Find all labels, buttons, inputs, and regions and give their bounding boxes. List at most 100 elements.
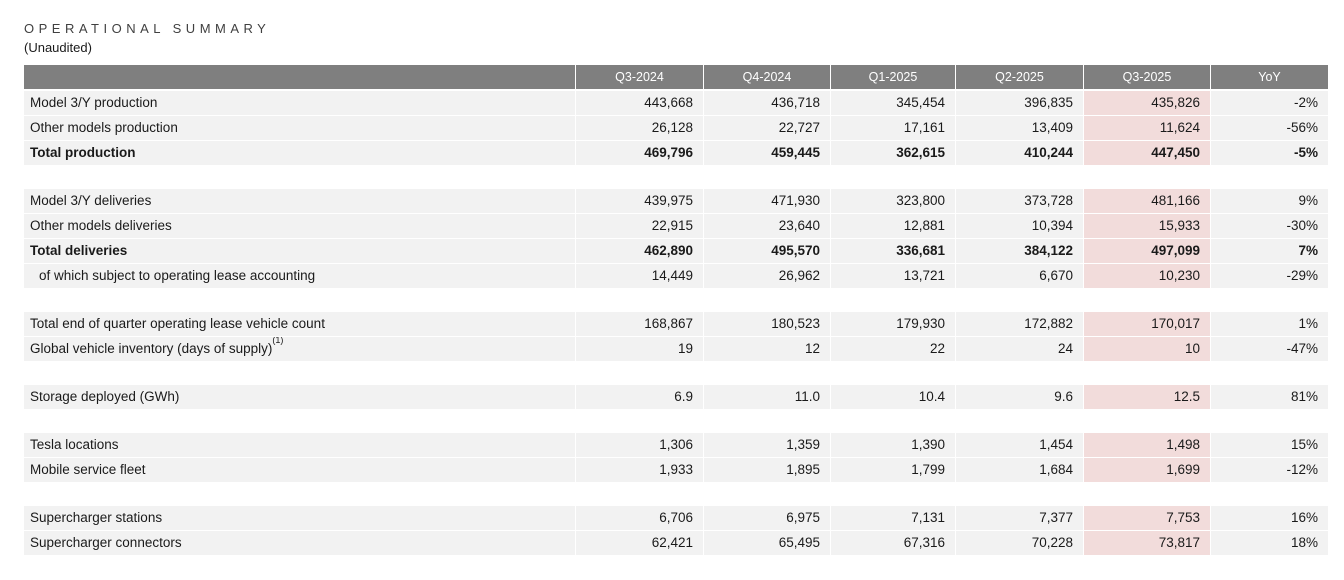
header-cell-yoy: YoY: [1211, 65, 1328, 89]
page-title: OPERATIONAL SUMMARY: [24, 21, 271, 36]
table-row: Supercharger connectors 62,421 65,495 67,31…: [24, 531, 1330, 555]
table-row: Mobile service fleet 1,933 1,895 1,799 1,684…: [24, 458, 1330, 482]
cell-value-q2-2025: 7,377: [956, 506, 1083, 530]
row-label: Total deliveries: [24, 239, 575, 263]
table-row: Other models deliveries 22,915 23,640 12,88…: [24, 214, 1330, 238]
cell-value-q4-2024: 1,895: [704, 458, 830, 482]
cell-yoy: -56%: [1211, 116, 1328, 140]
cell-value-q3-2025: 1,498: [1084, 433, 1210, 457]
cell-value-q3-2025: 447,450: [1084, 141, 1210, 165]
row-label: Total production: [24, 141, 575, 165]
cell-value-q3-2024: 439,975: [576, 189, 703, 213]
header-spacer-cell: [24, 65, 575, 89]
cell-value-q3-2025: 481,166: [1084, 189, 1210, 213]
header-cell-q3-2024: Q3-2024: [576, 65, 703, 89]
header-cell-q3-2025: Q3-2025: [1084, 65, 1210, 89]
cell-value-q3-2025: 15,933: [1084, 214, 1210, 238]
row-label: Tesla locations: [24, 433, 575, 457]
cell-yoy: -30%: [1211, 214, 1328, 238]
row-label: Supercharger connectors: [24, 531, 575, 555]
table-header-row: Q3-2024 Q4-2024 Q1-2025 Q2-2025 Q3-2025 YoY: [24, 65, 1330, 89]
cell-value-q3-2024: 62,421: [576, 531, 703, 555]
cell-value-q3-2024: 168,867: [576, 312, 703, 336]
cell-value-q2-2025: 373,728: [956, 189, 1083, 213]
cell-value-q4-2024: 11.0: [704, 385, 830, 409]
cell-value-q1-2025: 10.4: [831, 385, 955, 409]
cell-value-q2-2025: 172,882: [956, 312, 1083, 336]
cell-value-q1-2025: 12,881: [831, 214, 955, 238]
table-row: Total end of quarter operating lease veh…: [24, 312, 1330, 336]
cell-value-q3-2025: 1,699: [1084, 458, 1210, 482]
cell-yoy: 81%: [1211, 385, 1328, 409]
cell-value-q1-2025: 345,454: [831, 91, 955, 115]
cell-value-q3-2025: 11,624: [1084, 116, 1210, 140]
cell-yoy: -47%: [1211, 337, 1328, 361]
cell-value-q3-2025: 10,230: [1084, 264, 1210, 288]
cell-value-q3-2025: 435,826: [1084, 91, 1210, 115]
cell-value-q4-2024: 22,727: [704, 116, 830, 140]
cell-value-q3-2024: 14,449: [576, 264, 703, 288]
cell-value-q1-2025: 7,131: [831, 506, 955, 530]
cell-value-q3-2025: 12.5: [1084, 385, 1210, 409]
header-cell-q2-2025: Q2-2025: [956, 65, 1083, 89]
cell-yoy: 1%: [1211, 312, 1328, 336]
cell-value-q2-2025: 6,670: [956, 264, 1083, 288]
row-label: of which subject to operating lease acco…: [24, 264, 575, 288]
cell-value-q3-2024: 1,306: [576, 433, 703, 457]
cell-value-q4-2024: 12: [704, 337, 830, 361]
cell-value-q2-2025: 10,394: [956, 214, 1083, 238]
operational-summary-table: Q3-2024 Q4-2024 Q1-2025 Q2-2025 Q3-2025 YoY M…: [24, 65, 1330, 555]
table-row: Total deliveries 462,890 495,570 336,681 384…: [24, 239, 1330, 263]
cell-value-q4-2024: 1,359: [704, 433, 830, 457]
cell-value-q1-2025: 336,681: [831, 239, 955, 263]
table-section: Total end of quarter operating lease veh…: [24, 312, 1330, 361]
row-label: Global vehicle inventory (days of supply…: [24, 337, 575, 361]
cell-value-q2-2025: 24: [956, 337, 1083, 361]
table-section: Storage deployed (GWh) 6.9 11.0 10.4 9.6 12.5…: [24, 385, 1330, 409]
cell-value-q2-2025: 70,228: [956, 531, 1083, 555]
table-row: Total production 469,796 459,445 362,615 410…: [24, 141, 1330, 165]
cell-value-q3-2024: 462,890: [576, 239, 703, 263]
cell-value-q1-2025: 67,316: [831, 531, 955, 555]
row-label: Model 3/Y deliveries: [24, 189, 575, 213]
cell-yoy: 9%: [1211, 189, 1328, 213]
cell-value-q1-2025: 17,161: [831, 116, 955, 140]
cell-value-q2-2025: 410,244: [956, 141, 1083, 165]
cell-value-q3-2025: 10: [1084, 337, 1210, 361]
cell-value-q3-2024: 469,796: [576, 141, 703, 165]
header-cell-q4-2024: Q4-2024: [704, 65, 830, 89]
cell-value-q2-2025: 396,835: [956, 91, 1083, 115]
table-row: Other models production 26,128 22,727 17,16…: [24, 116, 1330, 140]
cell-value-q4-2024: 471,930: [704, 189, 830, 213]
table-section: Model 3/Y deliveries 439,975 471,930 323,80…: [24, 189, 1330, 288]
cell-value-q4-2024: 495,570: [704, 239, 830, 263]
cell-value-q2-2025: 13,409: [956, 116, 1083, 140]
cell-yoy: -12%: [1211, 458, 1328, 482]
cell-yoy: -2%: [1211, 91, 1328, 115]
cell-value-q2-2025: 1,454: [956, 433, 1083, 457]
header-cell-q1-2025: Q1-2025: [831, 65, 955, 89]
cell-value-q3-2024: 1,933: [576, 458, 703, 482]
table-body: Model 3/Y production 443,668 436,718 345,45…: [24, 91, 1330, 555]
table-section: Model 3/Y production 443,668 436,718 345,45…: [24, 91, 1330, 165]
cell-value-q4-2024: 180,523: [704, 312, 830, 336]
cell-value-q4-2024: 6,975: [704, 506, 830, 530]
cell-yoy: -5%: [1211, 141, 1328, 165]
row-label: Supercharger stations: [24, 506, 575, 530]
table-row: Tesla locations 1,306 1,359 1,390 1,454 1,498…: [24, 433, 1330, 457]
footnote-marker: (1): [272, 337, 284, 345]
cell-value-q4-2024: 23,640: [704, 214, 830, 238]
cell-value-q3-2024: 19: [576, 337, 703, 361]
table-row: Storage deployed (GWh) 6.9 11.0 10.4 9.6 12.5…: [24, 385, 1330, 409]
table-row: Model 3/Y deliveries 439,975 471,930 323,80…: [24, 189, 1330, 213]
cell-value-q1-2025: 1,799: [831, 458, 955, 482]
page: OPERATIONAL SUMMARY (Unaudited) Q3-2024 Q…: [24, 21, 1330, 555]
cell-value-q3-2025: 497,099: [1084, 239, 1210, 263]
table-row: Supercharger stations 6,706 6,975 7,131 7,37…: [24, 506, 1330, 530]
cell-value-q3-2025: 73,817: [1084, 531, 1210, 555]
cell-yoy: -29%: [1211, 264, 1328, 288]
table-section: Supercharger stations 6,706 6,975 7,131 7,37…: [24, 506, 1330, 555]
row-label: Model 3/Y production: [24, 91, 575, 115]
cell-value-q1-2025: 1,390: [831, 433, 955, 457]
cell-value-q4-2024: 436,718: [704, 91, 830, 115]
